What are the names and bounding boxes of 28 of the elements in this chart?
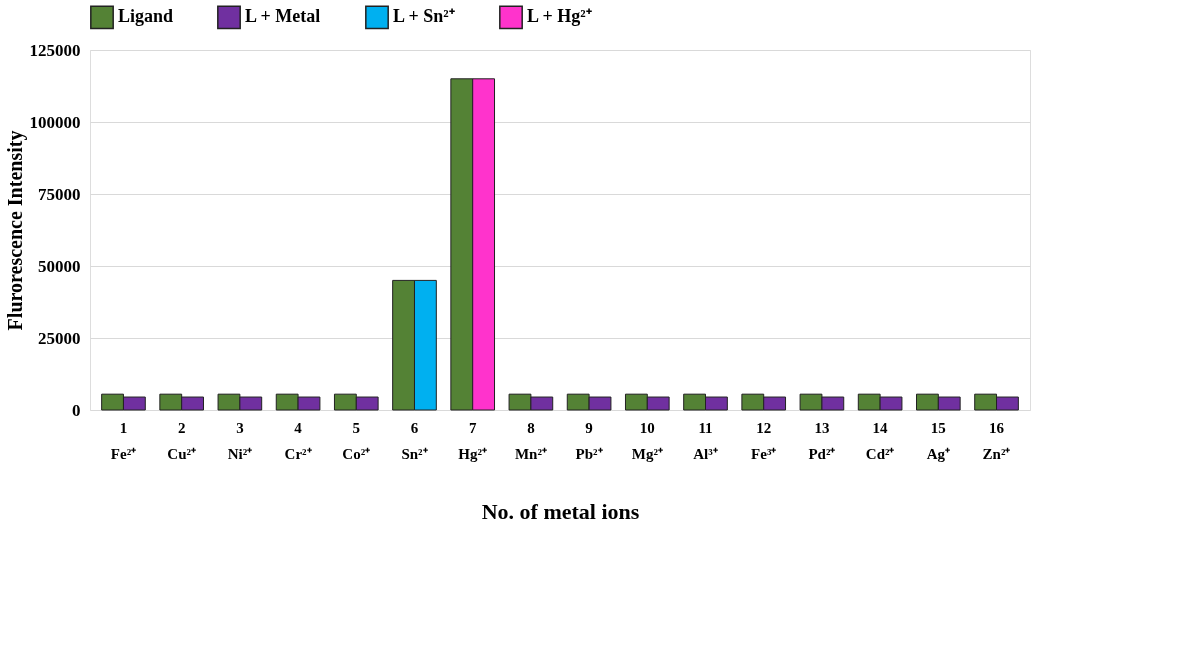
legend-label: L + Hg²⁺ <box>527 6 592 27</box>
x-tick-label: 9 Pb²⁺ <box>575 419 603 462</box>
x-tick-label: 16 Zn²⁺ <box>982 419 1011 462</box>
legend-label: Ligand <box>118 6 174 27</box>
x-tick-label: 3 Ni²⁺ <box>227 419 253 462</box>
legend-label: L + Metal <box>245 6 321 27</box>
y-tick-label: 25000 <box>38 328 81 348</box>
x-tick-label: 14 Cd²⁺ <box>865 419 895 462</box>
x-tick-label: 7 Hg²⁺ <box>458 419 488 462</box>
y-tick-label: 50000 <box>38 256 81 276</box>
y-axis-title: Flurorescence Intensity <box>3 130 27 331</box>
y-tick-label: 75000 <box>38 184 81 204</box>
x-tick-label: 13 Pd²⁺ <box>808 419 836 462</box>
legend-label: L + Sn²⁺ <box>393 6 455 27</box>
x-tick-label: 15 Ag⁺ <box>926 419 950 462</box>
x-tick-label: 1 Fe²⁺ <box>110 419 137 462</box>
x-tick-label: 2 Cu²⁺ <box>167 419 197 462</box>
x-axis-title: No. of metal ions <box>481 498 640 524</box>
x-tick-label: 8 Mn²⁺ <box>514 419 547 462</box>
x-tick-label: 6 Sn²⁺ <box>401 419 428 462</box>
y-tick-label: 125000 <box>29 40 81 60</box>
x-tick-label: 4 Cr²⁺ <box>284 419 312 462</box>
x-tick-label: 12 Fe³⁺ <box>751 419 777 462</box>
x-tick-label: 5 Co²⁺ <box>342 419 371 462</box>
y-tick-label: 0 <box>72 400 81 420</box>
y-tick-label: 100000 <box>29 112 81 132</box>
x-tick-label: 11 Al³⁺ <box>693 419 718 462</box>
x-tick-label: 10 Mg²⁺ <box>631 419 663 462</box>
